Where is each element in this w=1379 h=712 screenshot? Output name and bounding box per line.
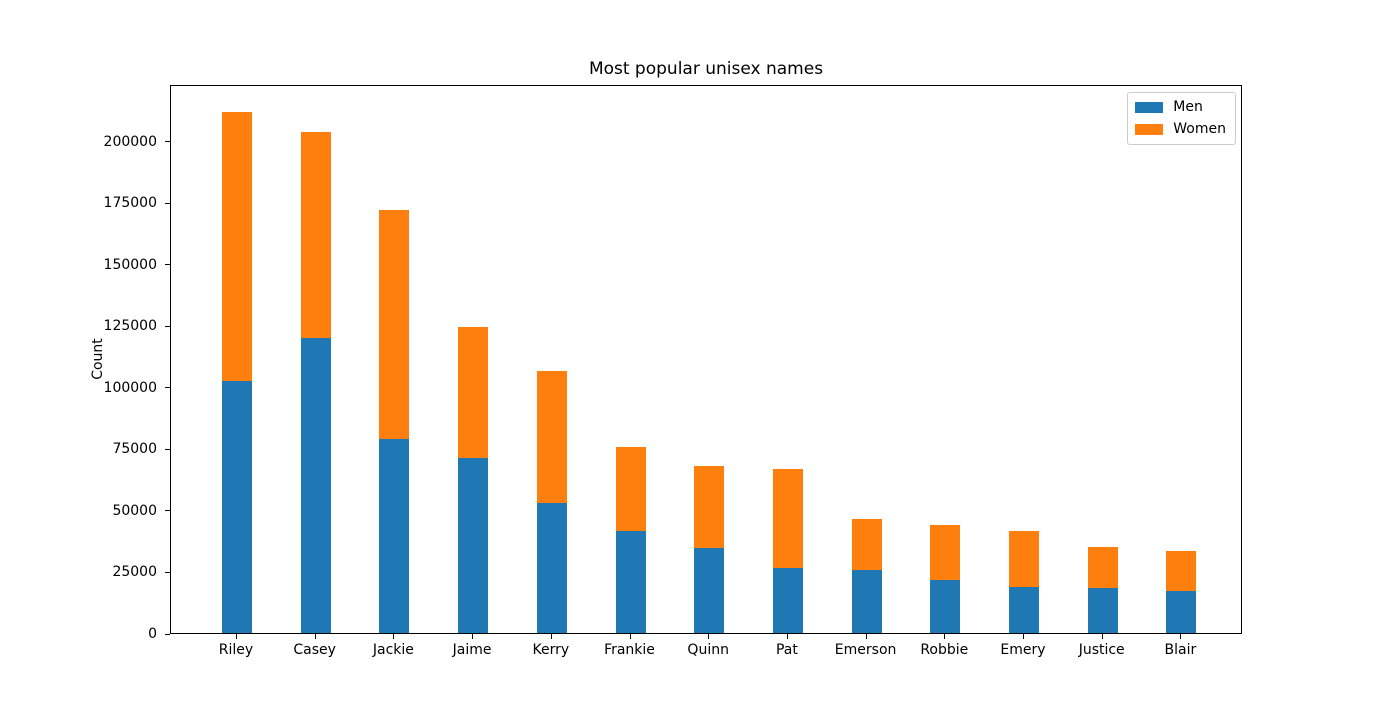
x-tick-mark <box>1023 634 1024 639</box>
bar-segment-men-justice <box>1087 588 1118 633</box>
men-series-swatch-icon <box>1135 101 1164 113</box>
bar-segment-women-emery <box>1009 531 1039 588</box>
legend-label-men: Men <box>1173 99 1203 115</box>
x-tick-label-emerson: Emerson <box>834 642 897 658</box>
y-tick-mark <box>165 510 170 512</box>
bar-segment-women-riley <box>222 112 252 381</box>
x-tick-mark <box>314 634 316 639</box>
bar-segment-men-riley <box>222 380 252 633</box>
bar-segment-men-casey <box>300 337 331 633</box>
x-tick-mark <box>865 634 867 639</box>
x-tick-mark <box>1101 634 1103 639</box>
bar-segment-men-frankie <box>615 530 646 633</box>
x-tick-label-jackie: Jackie <box>372 642 414 658</box>
y-tick-label-75000: 75000 <box>112 441 157 458</box>
legend-item-men: Men <box>1135 99 1226 115</box>
legend: Men Women <box>1127 92 1236 145</box>
bar-segment-women-quinn <box>694 466 725 549</box>
x-tick-mark <box>393 634 395 639</box>
x-tick-label-blair: Blair <box>1164 642 1197 658</box>
y-tick-label-125000: 125000 <box>103 318 157 335</box>
y-tick-mark <box>165 264 170 266</box>
bar-segment-women-robbie <box>930 524 961 581</box>
bar-segment-men-emery <box>1009 587 1039 633</box>
x-tick-label-frankie: Frankie <box>604 642 655 658</box>
chart-title: Most popular unisex names <box>588 59 824 79</box>
bar-segment-women-casey <box>300 132 331 338</box>
y-tick-mark <box>165 448 170 450</box>
x-tick-label-pat: Pat <box>775 642 798 658</box>
x-tick-label-emery: Emery <box>1000 642 1046 658</box>
x-tick-label-riley: Riley <box>218 642 254 658</box>
x-tick-mark <box>786 634 788 639</box>
plot-area: Men Women <box>170 85 1242 634</box>
bar-segment-women-jaime <box>458 326 489 459</box>
y-tick-label-200000: 200000 <box>103 133 157 150</box>
y-axis-label: Count <box>90 338 106 380</box>
bar-segment-women-jackie <box>379 209 410 439</box>
y-tick-mark <box>165 571 170 573</box>
y-tick-mark <box>165 325 170 327</box>
bar-segment-women-kerry <box>536 370 567 503</box>
y-tick-label-50000: 50000 <box>112 502 157 519</box>
bar-segment-men-jackie <box>379 438 410 633</box>
x-tick-mark <box>550 634 552 639</box>
x-tick-mark <box>944 634 946 639</box>
legend-label-women: Women <box>1173 121 1226 137</box>
x-tick-mark <box>236 634 237 639</box>
x-tick-mark <box>472 634 474 639</box>
y-tick-mark <box>165 633 170 635</box>
x-tick-label-kerry: Kerry <box>532 642 570 658</box>
bar-segment-women-emerson <box>851 518 882 571</box>
x-tick-label-quinn: Quinn <box>687 642 729 658</box>
bar-segment-men-blair <box>1166 591 1197 633</box>
x-tick-label-jaime: Jaime <box>452 642 492 658</box>
bar-segment-women-pat <box>772 469 803 568</box>
x-tick-mark <box>1180 634 1182 639</box>
women-series-swatch-icon <box>1135 123 1164 135</box>
bar-segment-women-blair <box>1166 551 1197 592</box>
bar-segment-women-justice <box>1087 546 1118 589</box>
y-tick-mark <box>165 141 170 143</box>
x-tick-mark <box>629 634 631 639</box>
bar-segment-men-emerson <box>851 570 882 633</box>
y-tick-label-100000: 100000 <box>103 379 157 396</box>
legend-item-women: Women <box>1135 121 1226 137</box>
y-tick-mark <box>165 202 170 204</box>
y-tick-label-150000: 150000 <box>103 256 157 273</box>
bar-segment-women-frankie <box>615 447 646 531</box>
y-tick-mark <box>165 387 170 389</box>
y-tick-label-0: 0 <box>148 626 157 642</box>
bar-segment-men-robbie <box>930 580 961 633</box>
x-tick-label-robbie: Robbie <box>920 642 969 658</box>
y-tick-label-25000: 25000 <box>112 564 157 581</box>
bar-segment-men-pat <box>772 567 803 633</box>
bar-segment-men-kerry <box>536 502 567 633</box>
bar-segment-men-quinn <box>694 548 725 633</box>
x-tick-label-casey: Casey <box>293 642 336 658</box>
x-tick-mark <box>708 634 710 639</box>
y-tick-label-175000: 175000 <box>103 195 157 212</box>
x-tick-label-justice: Justice <box>1078 642 1125 658</box>
bar-segment-men-jaime <box>458 458 489 633</box>
